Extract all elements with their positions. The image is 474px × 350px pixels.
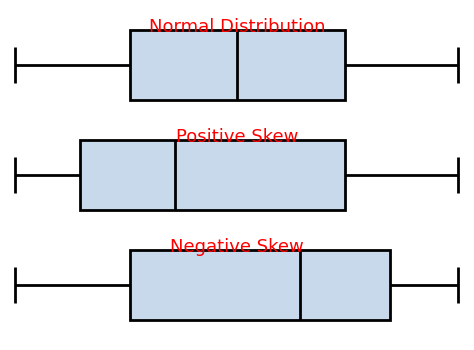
Text: Normal Distribution: Normal Distribution bbox=[149, 18, 325, 36]
Text: Positive Skew: Positive Skew bbox=[176, 128, 298, 146]
Bar bbox=[130, 30, 345, 100]
Bar bbox=[130, 250, 390, 320]
Text: Negative Skew: Negative Skew bbox=[170, 238, 304, 256]
Bar bbox=[80, 140, 345, 210]
